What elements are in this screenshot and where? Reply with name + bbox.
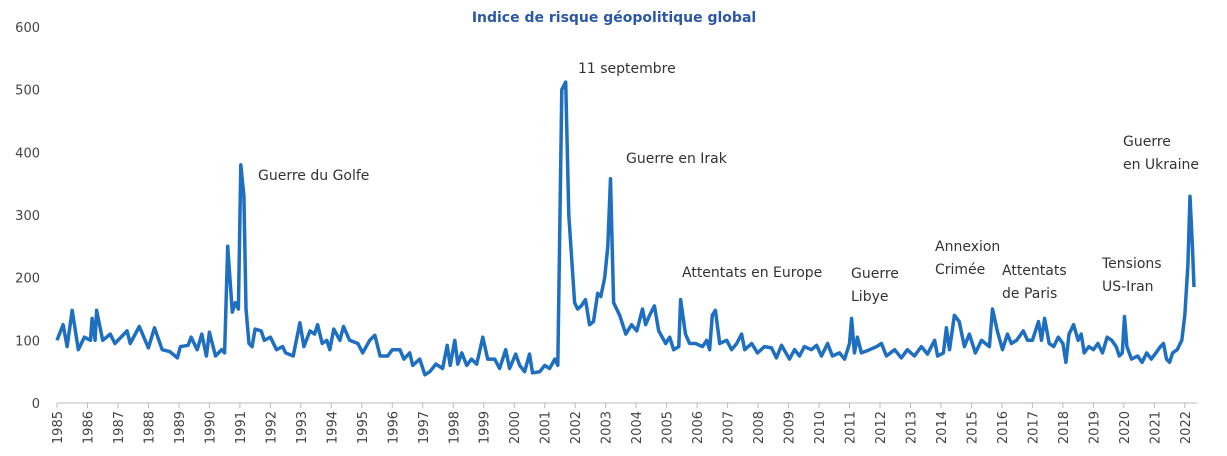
x-tick-label: 2002 [569,411,584,444]
x-tick-label: 1998 [447,411,462,444]
x-tick-label: 1993 [295,411,310,444]
x-tick-label: 1986 [81,411,96,444]
x-tick-label: 2001 [539,411,554,444]
annotation: Attentats [1002,263,1067,279]
x-tick-label: 2010 [813,411,828,444]
line [55,80,1196,377]
annotation: Guerre du Golfe [258,168,369,184]
annotation: Guerre [1123,134,1171,150]
x-tick-label: 2005 [661,411,676,444]
x-tick-label: 2018 [1057,411,1072,444]
x-tick-label: 2009 [783,411,798,444]
y-tick-label: 400 [15,146,40,161]
annotation: Tensions [1101,256,1162,272]
chart-title: Indice de risque géopolitique global [472,10,756,26]
x-tick-label: 1999 [478,411,493,444]
x-tick-label: 2007 [722,411,737,444]
y-tick-label: 300 [15,209,40,224]
y-tick-label: 0 [32,397,40,412]
x-tick-label: 1992 [264,411,279,444]
y-tick-label: 100 [15,334,40,349]
x-tick-label: 2003 [600,411,615,444]
annotation: Annexion [935,239,1000,255]
annotation: en Ukraine [1123,157,1199,173]
x-tick-label: 1991 [234,411,249,444]
x-tick-label: 1989 [173,411,188,444]
annotation: de Paris [1002,286,1057,302]
x-tick-label: 2011 [844,411,859,444]
annotation: Guerre [851,266,899,282]
x-tick-label: 2015 [965,411,980,444]
x-tick-label: 2021 [1148,411,1163,444]
x-tick-label: 2004 [630,411,645,444]
x-tick-label: 1996 [386,411,401,444]
x-tick-label: 1997 [417,411,432,444]
x-tick-label: 1994 [325,411,340,444]
x-tick-label: 2013 [904,411,919,444]
annotation: Attentats en Europe [682,265,822,281]
x-tick-label: 2000 [508,411,523,444]
x-tick-label: 2014 [935,411,950,444]
annotation: Crimée [935,262,985,278]
x-tick-label: 2022 [1179,411,1194,444]
annotation: Libye [851,289,888,305]
x-tick-label: 2016 [996,411,1011,444]
x-tick-label: 1987 [112,411,127,444]
x-tick-label: 1995 [356,411,371,444]
annotation: 11 septembre [578,61,676,77]
x-tick-label: 2020 [1118,411,1133,444]
x-tick-label: 2006 [691,411,706,444]
x-tick-label: 2019 [1087,411,1102,444]
x-tick-label: 1990 [203,411,218,444]
x-tick-label: 1985 [51,411,66,444]
y-tick-label: 200 [15,272,40,287]
y-tick-label: 600 [15,21,40,36]
annotation: US-Iran [1102,279,1154,295]
x-tick-label: 2012 [874,411,889,444]
y-tick-label: 500 [15,84,40,99]
x-tick-label: 2017 [1026,411,1041,444]
x-tick-label: 2008 [752,411,767,444]
x-tick-label: 1988 [142,411,157,444]
annotation: Guerre en Irak [626,151,728,167]
